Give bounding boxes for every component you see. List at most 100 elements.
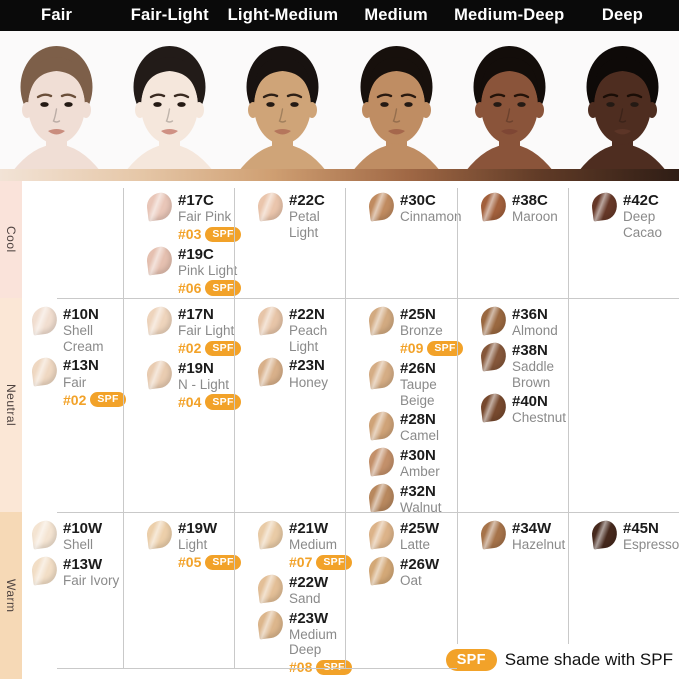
shade-code: #38C [512,192,548,209]
category-label: Fair [41,6,73,24]
shade-info: #38N Saddle Brown [512,342,554,390]
shade-code: #19C [178,245,214,263]
shade-code: #13N [63,357,99,375]
shade-item: #34W Hazelnut [479,519,568,553]
shade-swatch-icon [479,392,508,423]
shade-name: Almond [512,323,558,339]
shade-spf-variant: #08SPF [289,659,352,676]
shade-cell: #30C Cinnamon [345,184,462,298]
shade-swatch-icon [367,410,396,441]
shade-code: #23N [289,357,325,375]
shade-info: #28N Camel [400,411,439,444]
shade-name: Sand [289,591,321,607]
shade-swatch-icon [256,519,285,550]
shade-code: #26W [400,555,440,573]
shade-cell: #45N Espresso [568,512,679,679]
spf-badge-icon: SPF [205,394,241,410]
spf-badge-icon: SPF [316,554,352,571]
spf-shade-number: #08 [289,659,313,676]
shade-item: #30C Cinnamon [367,191,462,225]
model-face-illustration [339,31,453,172]
shade-code: #40N [512,393,548,411]
undertone-strip-segment: Cool [0,181,22,298]
shade-cell [22,184,123,298]
shade-cell: #22C Petal Light [234,184,345,298]
shade-item: #19W Light #05 SPF [145,519,241,571]
shade-info: #32N Walnut [400,483,442,516]
shade-name: Chestnut [512,410,567,426]
shade-name: Medium Deep [289,626,338,658]
model-face-illustration [452,31,566,172]
shade-item: #26W Oat [367,555,457,589]
shade-item: #26N Taupe Beige [367,359,457,408]
shade-info: #34W Hazelnut [512,520,565,553]
category-label: Medium-Deep [454,6,565,24]
shade-info: #25W Latte [400,520,439,553]
shade-item: #38N Saddle Brown [479,341,568,390]
shade-swatch-icon [256,305,285,336]
shade-code: #19W [178,520,218,537]
spf-shade-number: #02 [63,391,87,408]
spf-shade-number: #03 [178,226,202,243]
shade-info: #30C Cinnamon [400,192,462,225]
grid-separator-line [345,188,346,668]
shade-code: #17C [178,192,214,209]
shade-code: #13W [63,555,103,573]
shade-item: #19C Pink Light #06 SPF [145,245,241,297]
spf-badge-icon: SPF [316,659,352,676]
shade-item: #36N Almond [479,305,568,339]
shade-swatch-icon [145,519,174,550]
shade-cell: #34W Hazelnut [457,512,568,679]
model-face-illustration [0,31,114,172]
spf-badge-icon: SPF [205,554,241,571]
shade-name: Hazelnut [512,537,566,553]
spf-badge-icon: SPF [90,391,126,408]
shade-item: #25N Bronze #09 SPF [367,305,463,357]
spf-shade-number: #02 [178,340,202,357]
shade-info: #22C Petal Light [289,192,345,240]
shade-cell: #10W Shell #13W Fair Ivory [22,512,123,679]
shade-name: Honey [289,374,329,390]
shade-code: #22N [289,306,325,323]
shade-info: #26W Oat [400,556,439,589]
shade-swatch-icon [145,191,174,222]
spf-shade-number: #06 [178,280,202,297]
shade-cell [568,298,679,512]
grid-separator-line [568,188,569,644]
grid-separator-line [57,668,457,669]
shade-info: #22N Peach Light [289,306,327,354]
shade-swatch-icon [145,245,174,276]
shade-code: #21W [289,520,329,537]
shade-item: #10N Shell Cream [30,305,123,354]
spf-badge-icon: SPF [445,648,497,672]
shade-swatch-icon [367,191,396,222]
shade-name: Taupe Beige [400,377,437,408]
shade-item: #38C Maroon [479,191,568,225]
shade-code: #45N [623,520,659,537]
shade-name: N - Light [178,377,230,393]
shade-code: #22C [289,192,325,209]
shade-swatch-icon [367,446,396,477]
spf-badge-icon: SPF [205,226,241,243]
shade-cell: #22N Peach Light #23N Honey [234,298,345,512]
shade-spf-variant: #05 SPF [178,554,241,571]
shade-name: Petal Light [289,209,320,240]
grid-separator-line [123,188,124,668]
shade-cell: #10N Shell Cream #13N Fair #02 SPF [22,298,126,512]
shade-item: #30N Amber [367,446,457,480]
shade-name: Camel [400,428,440,444]
shade-swatch-icon [256,573,285,604]
shade-code: #22W [289,573,329,591]
shade-code: #28N [400,411,436,429]
shade-swatch-icon [367,359,396,390]
spf-legend: SPF Same shade with SPF [439,646,673,674]
shade-spf-variant: #02 SPF [178,340,241,357]
shade-item: #22C Petal Light [256,191,345,240]
spf-badge-icon: SPF [205,340,241,357]
category-label: Fair-Light [130,6,209,24]
shade-info: #38C Maroon [512,192,558,225]
shade-code: #25W [400,520,440,537]
shade-swatch-icon [590,191,619,222]
